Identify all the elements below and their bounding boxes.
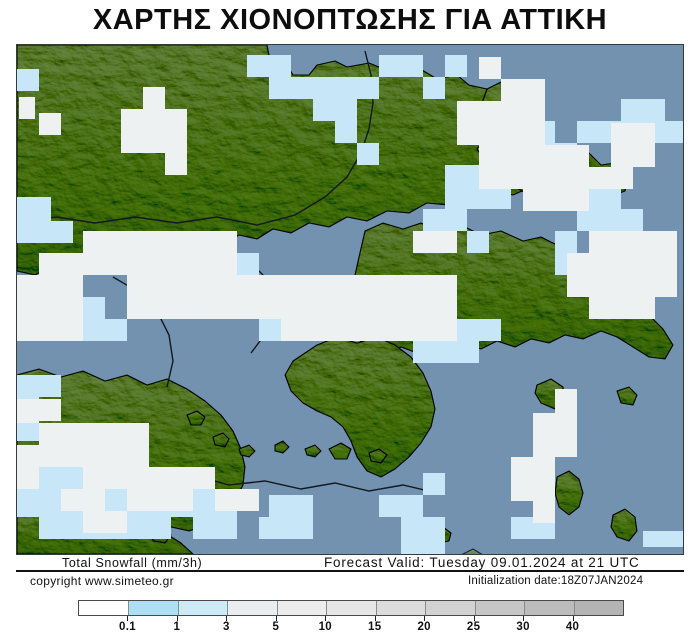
colorbar-separator-2 (177, 601, 179, 615)
colorbar-separator-8 (474, 601, 476, 615)
colorbar-tick-5 (374, 616, 376, 621)
terrain-map (17, 45, 683, 554)
map-footer: Total Snowfall (mm/3h) Forecast Valid: T… (16, 555, 684, 596)
colorbar-label-9: 40 (565, 621, 580, 633)
colorbar-separator-6 (375, 601, 377, 615)
snowfall-overlay (17, 55, 683, 554)
colorbar-label-3: 5 (272, 621, 280, 633)
colorbar-band-2 (177, 601, 228, 615)
snowfall-band-high (17, 57, 677, 533)
colorbar-band-0 (79, 601, 129, 615)
colorbar-separator-3 (227, 601, 229, 615)
colorbar-separator-5 (326, 601, 328, 615)
colorbar-label-2: 3 (223, 621, 230, 633)
copyright-label: copyright www.simeteo.gr (30, 574, 174, 588)
colorbar-legend: 0.1 1 3 5 10 15 20 25 30 40 (78, 600, 624, 640)
colorbar-tick-1 (176, 616, 178, 621)
map-frame[interactable] (16, 44, 684, 555)
snowfall-unit-label: Total Snowfall (mm/3h) (62, 556, 203, 570)
colorbar-band-10 (573, 601, 623, 615)
initialization-date-label: Initialization date:18Z07JAN2024 (468, 575, 644, 587)
colorbar-tick-9 (572, 616, 574, 621)
colorbar-separator-9 (524, 601, 526, 615)
colorbar-label-4: 10 (318, 621, 332, 633)
map-canvas[interactable] (17, 45, 683, 554)
colorbar-ticks (78, 616, 624, 622)
colorbar-tick-2 (226, 616, 228, 621)
colorbar-tick-0 (127, 616, 129, 621)
colorbar-tick-labels: 0.1 1 3 5 10 15 20 25 30 40 (78, 621, 624, 637)
colorbar-label-1: 1 (173, 621, 181, 633)
page-title: ΧΑΡΤΗΣ ΧΙΟΝΟΠΤΩΣΗΣ ΓΙΑ ΑΤΤΙΚΗ (92, 3, 608, 36)
colorbar-tick-4 (325, 616, 327, 621)
colorbar-separator-7 (425, 601, 427, 615)
colorbar-tick-8 (523, 616, 525, 621)
colorbar-tick-3 (275, 616, 277, 621)
colorbar-band-9 (524, 601, 574, 615)
colorbar-label-7: 25 (466, 621, 481, 633)
colorbar-tick-7 (473, 616, 475, 621)
colorbar-band-5 (326, 601, 376, 615)
colorbar-band-3 (227, 601, 277, 615)
colorbar-separator-10 (573, 601, 575, 615)
colorbar-label-0: 0.1 (119, 621, 136, 633)
forecast-valid-label: Forecast Valid: Tuesday 09.01.2024 at 21… (324, 555, 640, 570)
colorbar-gradient (78, 600, 624, 616)
colorbar-label-5: 15 (368, 621, 382, 633)
colorbar-band-1 (128, 601, 178, 615)
colorbar-band-8 (474, 601, 525, 615)
colorbar-separator-4 (276, 601, 278, 615)
colorbar-label-6: 20 (417, 621, 431, 633)
colorbar-band-6 (375, 601, 426, 615)
colorbar-label-8: 30 (516, 621, 530, 633)
colorbar-tick-6 (424, 616, 426, 621)
colorbar-band-7 (425, 601, 475, 615)
colorbar-band-4 (276, 601, 327, 615)
footer-divider (16, 570, 684, 572)
colorbar-separator-1 (128, 601, 130, 615)
